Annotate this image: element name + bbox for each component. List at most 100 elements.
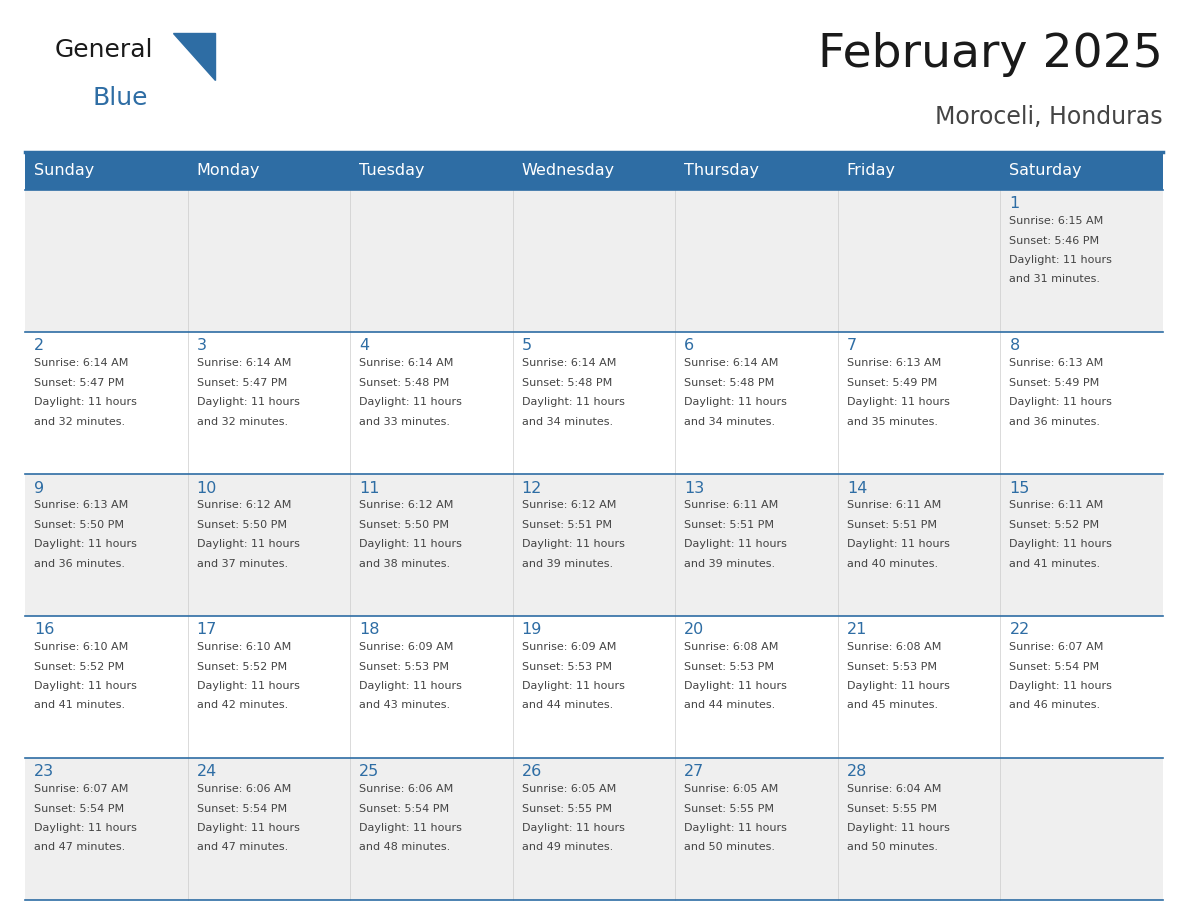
Text: Wednesday: Wednesday (522, 163, 615, 178)
Text: and 35 minutes.: and 35 minutes. (847, 417, 937, 427)
Text: 22: 22 (1010, 622, 1030, 637)
Text: Sunset: 5:55 PM: Sunset: 5:55 PM (847, 803, 937, 813)
Text: Sunrise: 6:09 AM: Sunrise: 6:09 AM (359, 642, 454, 652)
Text: Sunrise: 6:06 AM: Sunrise: 6:06 AM (359, 784, 454, 794)
Text: Sunset: 5:51 PM: Sunset: 5:51 PM (847, 520, 937, 530)
Text: and 36 minutes.: and 36 minutes. (34, 558, 125, 568)
Text: Daylight: 11 hours: Daylight: 11 hours (684, 539, 788, 549)
Text: Sunset: 5:55 PM: Sunset: 5:55 PM (522, 803, 612, 813)
Text: 24: 24 (196, 765, 217, 779)
Text: Sunrise: 6:07 AM: Sunrise: 6:07 AM (34, 784, 128, 794)
Text: Sunset: 5:46 PM: Sunset: 5:46 PM (1010, 236, 1100, 245)
Text: Daylight: 11 hours: Daylight: 11 hours (684, 823, 788, 833)
Text: Sunset: 5:53 PM: Sunset: 5:53 PM (359, 662, 449, 671)
Text: Sunrise: 6:14 AM: Sunrise: 6:14 AM (684, 358, 778, 368)
Text: Sunrise: 6:08 AM: Sunrise: 6:08 AM (847, 642, 941, 652)
Text: Sunset: 5:47 PM: Sunset: 5:47 PM (196, 377, 286, 387)
Text: and 39 minutes.: and 39 minutes. (522, 558, 613, 568)
Text: 10: 10 (196, 480, 217, 496)
Text: Sunrise: 6:15 AM: Sunrise: 6:15 AM (1010, 216, 1104, 226)
Text: Sunset: 5:53 PM: Sunset: 5:53 PM (847, 662, 937, 671)
Text: and 44 minutes.: and 44 minutes. (684, 700, 776, 711)
Text: Sunrise: 6:12 AM: Sunrise: 6:12 AM (196, 500, 291, 510)
Text: Sunrise: 6:14 AM: Sunrise: 6:14 AM (34, 358, 128, 368)
Text: General: General (55, 38, 153, 62)
Text: and 41 minutes.: and 41 minutes. (34, 700, 125, 711)
Text: and 32 minutes.: and 32 minutes. (34, 417, 125, 427)
Text: Sunset: 5:49 PM: Sunset: 5:49 PM (847, 377, 937, 387)
Text: and 36 minutes.: and 36 minutes. (1010, 417, 1100, 427)
Text: Sunset: 5:48 PM: Sunset: 5:48 PM (522, 377, 612, 387)
Text: Daylight: 11 hours: Daylight: 11 hours (196, 397, 299, 407)
Text: February 2025: February 2025 (819, 32, 1163, 77)
Text: Daylight: 11 hours: Daylight: 11 hours (34, 681, 137, 691)
Text: Sunset: 5:51 PM: Sunset: 5:51 PM (684, 520, 775, 530)
Text: and 42 minutes.: and 42 minutes. (196, 700, 287, 711)
Bar (25, 190, 1163, 332)
Text: and 44 minutes.: and 44 minutes. (522, 700, 613, 711)
Text: Daylight: 11 hours: Daylight: 11 hours (1010, 681, 1112, 691)
Text: and 41 minutes.: and 41 minutes. (1010, 558, 1100, 568)
Text: 15: 15 (1010, 480, 1030, 496)
Text: 23: 23 (34, 765, 55, 779)
Text: Daylight: 11 hours: Daylight: 11 hours (359, 681, 462, 691)
Text: Blue: Blue (93, 86, 148, 110)
Text: Sunrise: 6:05 AM: Sunrise: 6:05 AM (684, 784, 778, 794)
Text: Sunset: 5:52 PM: Sunset: 5:52 PM (34, 662, 124, 671)
Text: and 46 minutes.: and 46 minutes. (1010, 700, 1100, 711)
Text: 7: 7 (847, 339, 857, 353)
Text: Daylight: 11 hours: Daylight: 11 hours (1010, 255, 1112, 265)
Text: Sunset: 5:48 PM: Sunset: 5:48 PM (684, 377, 775, 387)
Text: Sunrise: 6:11 AM: Sunrise: 6:11 AM (684, 500, 778, 510)
Text: Daylight: 11 hours: Daylight: 11 hours (1010, 397, 1112, 407)
Text: Daylight: 11 hours: Daylight: 11 hours (684, 397, 788, 407)
Text: Sunset: 5:49 PM: Sunset: 5:49 PM (1010, 377, 1100, 387)
Text: 3: 3 (196, 339, 207, 353)
Text: Sunset: 5:47 PM: Sunset: 5:47 PM (34, 377, 125, 387)
Text: 2: 2 (34, 339, 44, 353)
Text: Sunset: 5:50 PM: Sunset: 5:50 PM (359, 520, 449, 530)
Text: Sunrise: 6:06 AM: Sunrise: 6:06 AM (196, 784, 291, 794)
Bar (25, 332, 1163, 474)
Text: 17: 17 (196, 622, 217, 637)
Text: 26: 26 (522, 765, 542, 779)
Text: 19: 19 (522, 622, 542, 637)
Text: Sunset: 5:54 PM: Sunset: 5:54 PM (34, 803, 124, 813)
Text: Sunset: 5:54 PM: Sunset: 5:54 PM (359, 803, 449, 813)
Text: 28: 28 (847, 765, 867, 779)
Text: 5: 5 (522, 339, 532, 353)
Text: Daylight: 11 hours: Daylight: 11 hours (847, 681, 949, 691)
Text: Daylight: 11 hours: Daylight: 11 hours (847, 539, 949, 549)
Text: Sunrise: 6:12 AM: Sunrise: 6:12 AM (359, 500, 454, 510)
Text: Sunrise: 6:14 AM: Sunrise: 6:14 AM (196, 358, 291, 368)
Bar (25, 616, 1163, 758)
Text: Daylight: 11 hours: Daylight: 11 hours (522, 681, 625, 691)
Text: and 45 minutes.: and 45 minutes. (847, 700, 939, 711)
Text: 9: 9 (34, 480, 44, 496)
Text: Sunrise: 6:13 AM: Sunrise: 6:13 AM (847, 358, 941, 368)
Text: and 33 minutes.: and 33 minutes. (359, 417, 450, 427)
Text: and 38 minutes.: and 38 minutes. (359, 558, 450, 568)
Text: Sunrise: 6:05 AM: Sunrise: 6:05 AM (522, 784, 615, 794)
Text: and 48 minutes.: and 48 minutes. (359, 843, 450, 853)
Text: 11: 11 (359, 480, 380, 496)
Text: Saturday: Saturday (1010, 163, 1082, 178)
Text: and 40 minutes.: and 40 minutes. (847, 558, 939, 568)
Text: and 50 minutes.: and 50 minutes. (847, 843, 937, 853)
Text: and 31 minutes.: and 31 minutes. (1010, 274, 1100, 285)
Text: Moroceli, Honduras: Moroceli, Honduras (935, 105, 1163, 129)
Text: Sunrise: 6:11 AM: Sunrise: 6:11 AM (847, 500, 941, 510)
Text: Sunset: 5:52 PM: Sunset: 5:52 PM (1010, 520, 1100, 530)
Text: Monday: Monday (196, 163, 260, 178)
Text: 20: 20 (684, 622, 704, 637)
Text: Daylight: 11 hours: Daylight: 11 hours (196, 823, 299, 833)
Text: Sunset: 5:50 PM: Sunset: 5:50 PM (196, 520, 286, 530)
Text: Sunrise: 6:11 AM: Sunrise: 6:11 AM (1010, 500, 1104, 510)
Text: Thursday: Thursday (684, 163, 759, 178)
Text: Daylight: 11 hours: Daylight: 11 hours (522, 397, 625, 407)
Text: Daylight: 11 hours: Daylight: 11 hours (359, 823, 462, 833)
Text: Daylight: 11 hours: Daylight: 11 hours (359, 397, 462, 407)
Text: Daylight: 11 hours: Daylight: 11 hours (847, 823, 949, 833)
Text: and 32 minutes.: and 32 minutes. (196, 417, 287, 427)
Text: Sunset: 5:48 PM: Sunset: 5:48 PM (359, 377, 449, 387)
